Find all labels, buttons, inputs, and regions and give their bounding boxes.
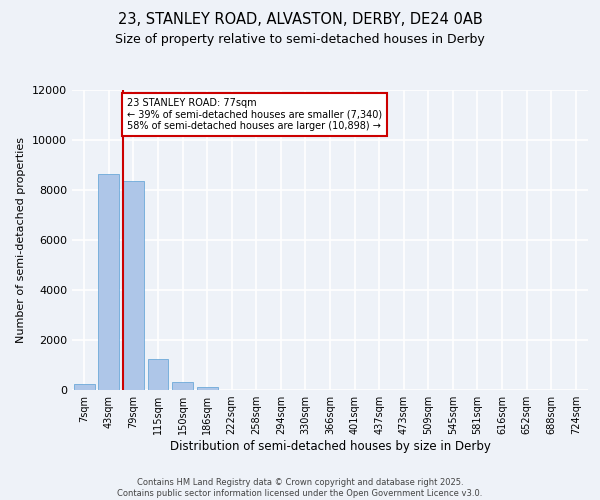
Bar xyxy=(123,180,144,390)
Text: 23, STANLEY ROAD, ALVASTON, DERBY, DE24 0AB: 23, STANLEY ROAD, ALVASTON, DERBY, DE24 … xyxy=(118,12,482,28)
Y-axis label: Number of semi-detached properties: Number of semi-detached properties xyxy=(16,137,26,343)
X-axis label: Distribution of semi-detached houses by size in Derby: Distribution of semi-detached houses by … xyxy=(170,440,490,453)
Text: 23 STANLEY ROAD: 77sqm
← 39% of semi-detached houses are smaller (7,340)
58% of : 23 STANLEY ROAD: 77sqm ← 39% of semi-det… xyxy=(127,98,382,130)
Bar xyxy=(148,359,169,390)
Text: Contains HM Land Registry data © Crown copyright and database right 2025.
Contai: Contains HM Land Registry data © Crown c… xyxy=(118,478,482,498)
Bar xyxy=(98,174,119,390)
Bar xyxy=(172,382,193,390)
Bar xyxy=(197,387,218,390)
Text: Size of property relative to semi-detached houses in Derby: Size of property relative to semi-detach… xyxy=(115,32,485,46)
Bar xyxy=(74,384,95,390)
